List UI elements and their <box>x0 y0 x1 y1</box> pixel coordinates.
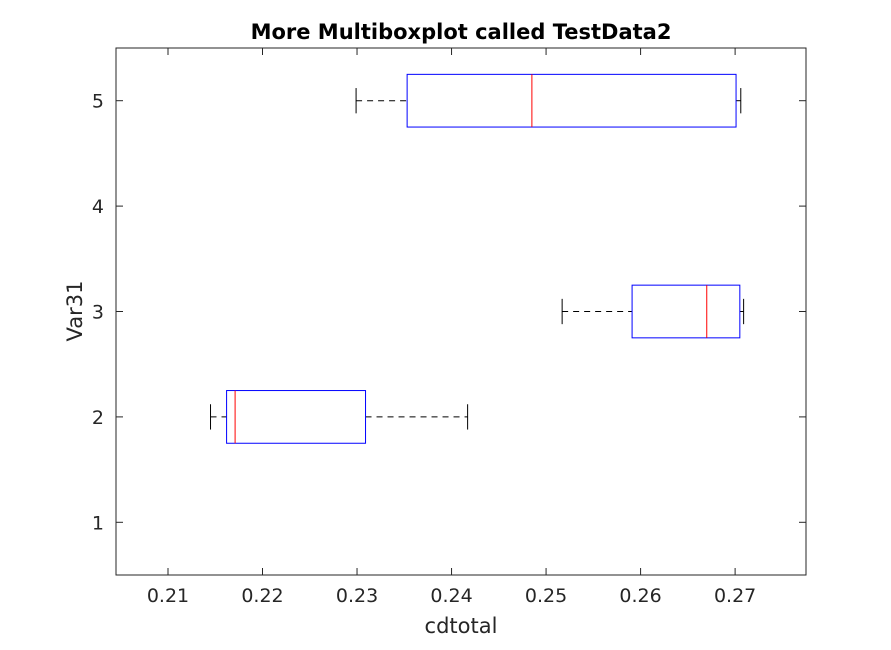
boxes-layer <box>210 73 745 444</box>
plot-area <box>115 47 807 576</box>
box-group-2 <box>226 390 367 444</box>
box-group-5 <box>406 73 737 128</box>
x-tick-label-6: 0.27 <box>714 585 756 607</box>
y-axis-label: Var31 <box>63 281 87 342</box>
ticks-layer: 0.21 0.22 0.23 0.24 0.25 0.26 0.27 1 2 3 4 5 <box>92 48 806 607</box>
x-tick-label-2: 0.23 <box>336 585 378 607</box>
x-tick-label-0: 0.21 <box>147 585 189 607</box>
x-tick-label-5: 0.26 <box>619 585 661 607</box>
y-tick-label-0: 1 <box>92 512 104 534</box>
y-tick-label-4: 5 <box>92 91 104 113</box>
y-tick-label-1: 2 <box>92 407 104 429</box>
x-axis-label: cdtotal <box>425 614 498 638</box>
x-tick-label-4: 0.25 <box>525 585 567 607</box>
x-tick-label-3: 0.24 <box>430 585 472 607</box>
y-tick-label-2: 3 <box>92 302 104 324</box>
y-tick-label-3: 4 <box>92 196 104 218</box>
box-group-3 <box>631 284 741 339</box>
chart-title: More Multiboxplot called TestData2 <box>251 20 672 44</box>
x-tick-label-1: 0.22 <box>241 585 283 607</box>
